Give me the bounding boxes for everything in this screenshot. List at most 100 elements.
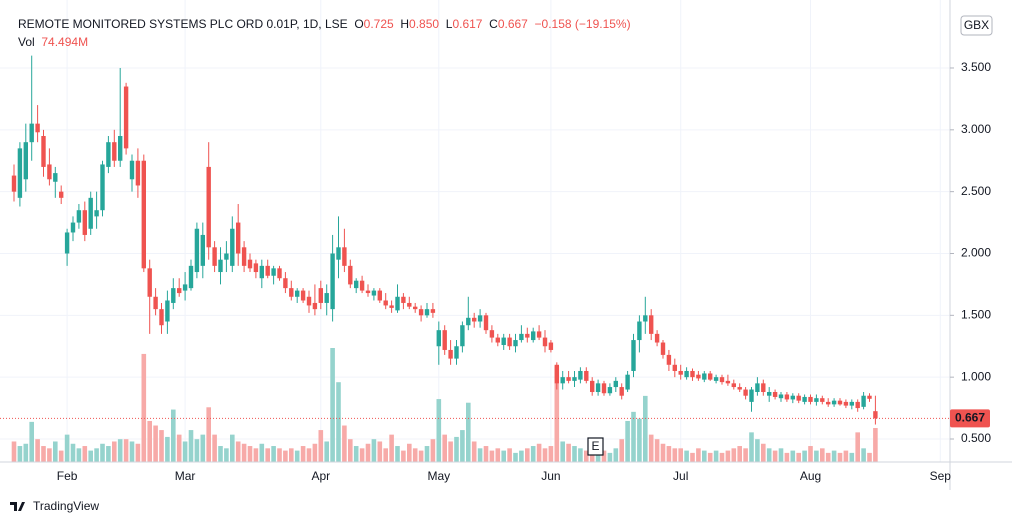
x-tick-label: Feb <box>57 469 78 483</box>
candle-body <box>637 321 642 341</box>
volume-bar <box>100 443 105 462</box>
volume-bar <box>731 448 737 462</box>
volume-bar <box>206 407 211 462</box>
volume-bar <box>94 448 99 462</box>
volume-bar <box>135 443 141 462</box>
x-tick-label: Mar <box>175 469 196 483</box>
earnings-box[interactable] <box>587 437 604 456</box>
low-label: L <box>445 17 453 31</box>
candle-body <box>855 401 860 409</box>
volume-bar <box>365 443 371 462</box>
candle-body <box>778 394 784 399</box>
volume-bar <box>507 448 512 462</box>
legend-line: REMOTE MONITORED SYSTEMS PLC ORD 0.01P, … <box>18 17 631 31</box>
candle-body <box>135 160 141 186</box>
candle-body <box>306 296 312 306</box>
volume-bar <box>171 409 176 462</box>
volume-value: 74.494M <box>41 35 89 49</box>
candle-body <box>177 288 182 294</box>
candle-body <box>590 380 595 393</box>
volume-bar <box>53 441 58 462</box>
candle-body <box>330 253 335 310</box>
candle-body <box>767 392 772 396</box>
candle-body <box>572 377 577 381</box>
candle-body <box>35 123 40 133</box>
volume-bar <box>637 418 642 462</box>
candle-body <box>395 296 400 311</box>
candle-body <box>212 247 217 266</box>
volume-bar <box>719 452 725 462</box>
volume-bar <box>713 450 719 462</box>
volume-bar <box>300 446 306 462</box>
volume-bar <box>412 448 418 462</box>
volume-bar <box>501 450 506 462</box>
earnings-marker: E <box>591 439 599 453</box>
volume-bar <box>566 443 571 462</box>
volume-bar <box>820 448 825 462</box>
volume-bar <box>666 446 672 462</box>
y-tick-label: 2.000 <box>961 246 991 260</box>
volume-bar <box>778 448 784 462</box>
candle-body <box>259 265 264 279</box>
candle-body <box>206 166 211 248</box>
volume-bar <box>395 446 400 462</box>
x-tick-label: Apr <box>311 469 330 483</box>
candle-body <box>424 309 430 316</box>
volume-bar <box>755 439 760 462</box>
candle-body <box>643 315 648 322</box>
volume-bar <box>495 448 501 462</box>
volume-bar <box>442 434 447 462</box>
candle-body <box>289 288 294 297</box>
volume-bar <box>654 439 660 462</box>
candle-body <box>595 383 601 393</box>
y-tick-label: 1.500 <box>961 307 991 321</box>
candle-body <box>82 210 87 235</box>
candle-body <box>802 396 807 402</box>
candle-body <box>702 373 707 380</box>
volume-bar <box>843 450 849 462</box>
candle-body <box>837 400 843 405</box>
volume-bar <box>271 446 276 462</box>
candle-body <box>654 333 660 343</box>
candle-body <box>123 86 129 149</box>
candle-body <box>283 278 288 289</box>
volume-bar <box>454 436 459 462</box>
volume-bar <box>188 430 194 462</box>
candle-body <box>23 142 28 180</box>
candle-body <box>401 296 406 303</box>
volume-layer <box>11 348 878 462</box>
y-tick-label: 1.000 <box>961 369 991 383</box>
currency: GBX <box>964 18 989 32</box>
volume-bar <box>23 443 29 462</box>
volume-bar <box>660 443 666 462</box>
volume-bar <box>601 450 607 462</box>
candle-body <box>761 383 766 393</box>
candle-body <box>690 370 695 378</box>
volume-bar <box>200 434 206 462</box>
candle-body <box>324 293 329 303</box>
volume-bar <box>831 450 837 462</box>
candle-body <box>418 309 424 316</box>
candle-body <box>513 340 518 347</box>
symbol: REMOTE MONITORED SYSTEMS PLC ORD 0.01P, … <box>18 17 348 31</box>
candle-body <box>613 380 618 388</box>
volume-bar <box>424 446 430 462</box>
volume-bar <box>477 448 483 462</box>
change: −0.158 (−19.15%) <box>534 17 631 31</box>
candle-body <box>548 342 554 350</box>
currency-box[interactable] <box>960 15 993 36</box>
candle-body <box>354 280 359 289</box>
y-tick-label: 0.500 <box>961 431 991 445</box>
volume-bar <box>241 443 247 462</box>
candle-body <box>318 288 323 303</box>
volume-bar <box>194 439 200 462</box>
volume-bar <box>117 439 123 462</box>
candle-body <box>200 234 205 266</box>
volume-bar <box>41 446 46 462</box>
volume-bar <box>123 439 129 462</box>
volume-legend: Vol 74.494M <box>18 35 88 49</box>
candle-body <box>584 370 589 381</box>
candle-body <box>713 377 719 381</box>
volume-bar <box>82 446 88 462</box>
